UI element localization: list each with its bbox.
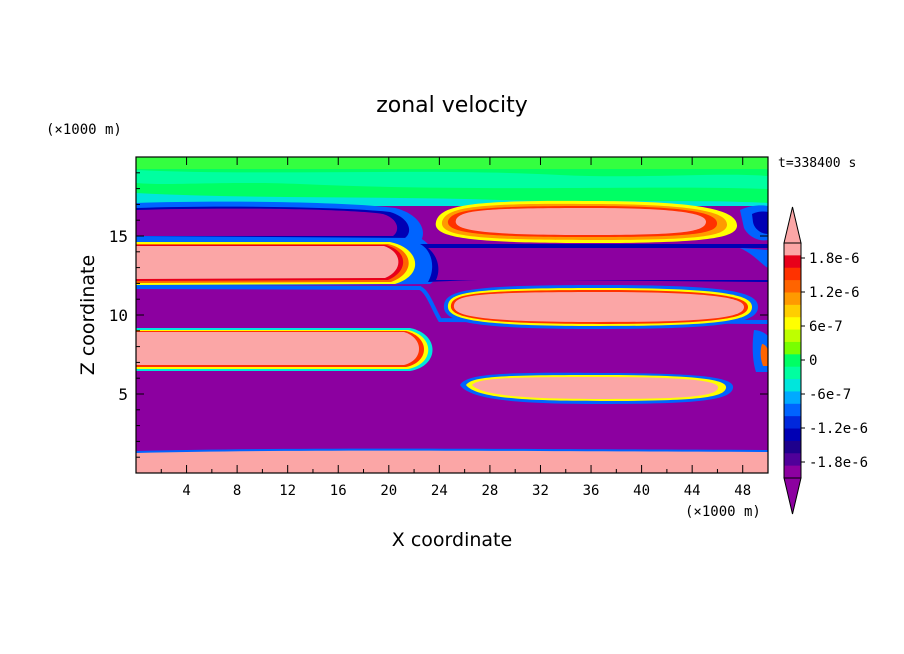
midright-positive (453, 292, 744, 322)
top-layer-bright (136, 157, 768, 169)
contour-field (136, 157, 768, 473)
mid-right-negative (428, 248, 768, 280)
mid-separator (136, 285, 768, 324)
colorbar-label: 0 (809, 353, 817, 369)
x-tick-label: 32 (532, 483, 549, 499)
lowright-positive (472, 377, 719, 399)
x-tick-label: 20 (380, 483, 397, 499)
colorbar-swatch (784, 453, 801, 467)
colorbar-swatch (784, 440, 801, 454)
colorbar-label: -6e-7 (809, 387, 851, 403)
colorbar-swatch (784, 416, 801, 430)
colorbar-swatch (784, 329, 801, 343)
colorbar-swatch (784, 341, 801, 355)
upper-right-edge-dark (752, 211, 768, 234)
x-ticks: 4 8 12 16 20 24 28 32 36 40 44 48 (160, 157, 751, 499)
bottom-positive (136, 450, 768, 473)
colorbar-swatch (784, 292, 801, 306)
colorbar-label: -1.8e-6 (809, 455, 868, 471)
colorbar-under-arrow (783, 477, 802, 515)
x-tick-label: 16 (330, 483, 347, 499)
colorbar-label: 1.8e-6 (809, 251, 860, 267)
time-label: t=338400 s (778, 156, 856, 171)
colorbar-swatch (784, 379, 801, 392)
x-tick-label: 24 (431, 483, 448, 499)
colorbar-swatch (784, 465, 801, 479)
x-tick-label: 40 (633, 483, 650, 499)
right-edge-low-orange (760, 344, 768, 366)
x-tick-label: 28 (481, 483, 498, 499)
y-tick-label: 15 (109, 227, 128, 246)
x-tick-label: 4 (182, 483, 190, 499)
y-ticks: 5 10 15 (109, 172, 768, 458)
colorbar-swatch (784, 403, 801, 417)
colorbar-swatch (784, 366, 801, 380)
colorbar-swatch (784, 354, 801, 368)
colorbar-swatch (784, 243, 801, 256)
colorbar-over-arrow (783, 206, 802, 244)
x-tick-label: 44 (684, 483, 701, 499)
colorbar-swatch (784, 280, 801, 293)
y-axis-label: Z coordinate (77, 255, 99, 375)
mid-right-edge (740, 248, 768, 268)
colorbar-swatch (784, 428, 801, 442)
x-axis-label: X coordinate (392, 529, 512, 551)
x-unit-label: (×1000 m) (685, 504, 761, 520)
midleft-positive (136, 246, 399, 279)
lowleft-positive (136, 332, 419, 365)
upper-left-negative (136, 208, 398, 236)
x-tick-label: 8 (233, 483, 241, 499)
y-tick-label: 5 (118, 385, 128, 404)
y-tick-label: 10 (109, 306, 128, 325)
x-tick-label: 48 (734, 483, 751, 499)
colorbar-swatch (784, 255, 801, 269)
colorbar-swatch (784, 267, 801, 281)
top-layer-cyan (136, 170, 768, 189)
colorbar-label: 1.2e-6 (809, 285, 860, 301)
y-unit-label: (×1000 m) (46, 122, 122, 138)
colorbar-swatch (784, 304, 801, 318)
x-tick-label: 36 (583, 483, 600, 499)
colorbar-label: 6e-7 (809, 319, 843, 335)
colorbar-swatch (784, 391, 801, 405)
upper-right-positive (455, 208, 707, 235)
x-tick-label: 12 (279, 483, 296, 499)
colorbar-label: -1.2e-6 (809, 421, 868, 437)
colorbar-swatch (784, 317, 801, 331)
chart-title: zonal velocity (376, 93, 528, 118)
colorbar: 1.8e-6 1.2e-6 6e-7 0 -6e-7 -1.2e-6 -1.8e-6 (783, 206, 868, 515)
